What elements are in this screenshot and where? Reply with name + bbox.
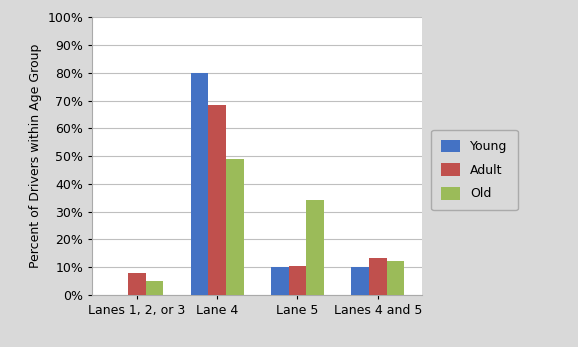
Bar	[387, 261, 404, 295]
Bar	[191, 73, 208, 295]
Y-axis label: Percent of Drivers within Age Group: Percent of Drivers within Age Group	[29, 44, 42, 268]
Bar	[226, 160, 243, 295]
Bar	[146, 281, 163, 295]
Legend: Young, Adult, Old: Young, Adult, Old	[432, 129, 518, 211]
Bar	[351, 267, 369, 295]
Bar	[369, 258, 387, 295]
Bar	[271, 267, 288, 295]
Bar	[128, 273, 146, 295]
Bar	[288, 266, 306, 295]
Bar	[306, 200, 324, 295]
Bar	[208, 105, 226, 295]
